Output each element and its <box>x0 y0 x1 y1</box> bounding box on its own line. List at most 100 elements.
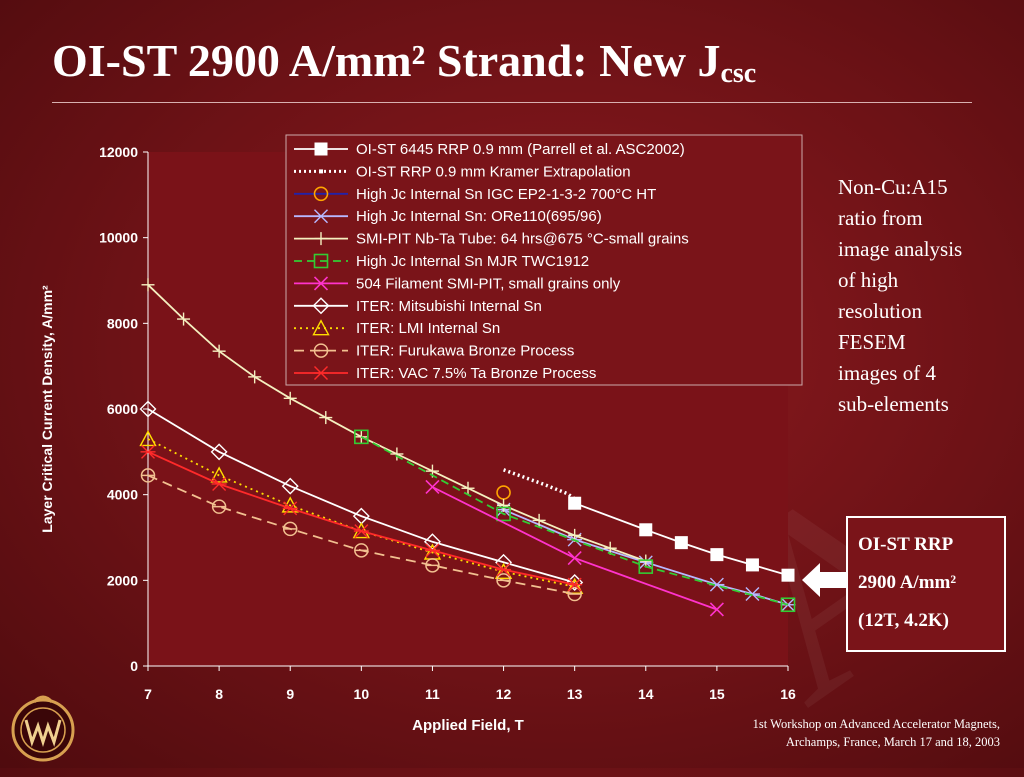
legend-label: High Jc Internal Sn: ORe110(695/96) <box>356 208 602 225</box>
series-6 <box>354 429 796 613</box>
data-point <box>282 501 298 516</box>
series-line <box>503 468 576 501</box>
data-point <box>638 559 654 574</box>
x-tick-label: 11 <box>425 686 440 702</box>
data-point <box>314 232 328 246</box>
y-tick-label: 0 <box>130 658 138 674</box>
y-tick-label: 10000 <box>99 230 138 246</box>
data-point <box>745 558 759 572</box>
analysis-note: Non-Cu:A15 ratio from image analysis of … <box>838 172 998 420</box>
data-point <box>211 499 227 514</box>
data-point <box>639 523 653 537</box>
data-point <box>780 597 796 613</box>
series-7 <box>425 479 724 617</box>
data-point <box>567 550 582 566</box>
legend-label: High Jc Internal Sn IGC EP2-1-3-2 700°C … <box>356 186 656 203</box>
x-tick-label: 10 <box>354 686 370 702</box>
data-point-d2 <box>709 602 724 617</box>
x-tick-label: 12 <box>496 686 512 702</box>
data-point <box>282 521 298 537</box>
legend-item: ITER: Mitsubishi Internal Sn <box>294 297 542 315</box>
series-line <box>147 408 575 584</box>
data-point <box>425 479 440 495</box>
data-point <box>674 536 688 550</box>
page-title: OI-ST 2900 A/mm² Strand: New Jcsc <box>52 34 756 90</box>
data-point <box>313 276 329 291</box>
legend-box <box>285 134 803 386</box>
data-point <box>248 370 262 384</box>
data-point <box>565 577 584 594</box>
legend-item: OI-ST 6445 RRP 0.9 mm (Parrell et al. AS… <box>294 141 685 158</box>
note-line: image analysis <box>838 237 963 261</box>
legend-label: High Jc Internal Sn MJR TWC1912 <box>356 253 589 270</box>
arrow-left-icon <box>802 563 846 597</box>
x-tick-label: 7 <box>144 686 152 702</box>
data-point-d2 <box>567 550 582 566</box>
legend-item: ITER: Furukawa Bronze Process <box>294 343 574 360</box>
data-point <box>567 577 583 592</box>
callout-line: (12T, 4.2K) <box>858 610 949 631</box>
data-point <box>211 476 227 491</box>
data-point <box>210 443 228 461</box>
y-tick-label: 8000 <box>107 315 138 331</box>
footer-line-1: 1st Workshop on Advanced Accelerator Mag… <box>752 717 1000 731</box>
legend-label: OI-ST 6445 RRP 0.9 mm (Parrell et al. AS… <box>356 141 685 158</box>
data-point-d2 <box>425 479 440 495</box>
data-point <box>139 400 157 418</box>
footer-line-2: Archamps, France, March 17 and 18, 2003 <box>785 735 1000 749</box>
series-8 <box>139 400 584 591</box>
data-point <box>313 253 329 269</box>
series-10 <box>140 468 582 602</box>
data-point <box>496 573 511 588</box>
data-point <box>423 533 441 551</box>
callout-line: OI-ST RRP <box>858 534 954 555</box>
data-point <box>312 319 330 336</box>
title-divider <box>52 102 972 103</box>
data-point <box>283 391 297 405</box>
data-point <box>312 297 330 315</box>
data-point <box>313 343 329 358</box>
callout-line: 2900 A/mm² <box>858 572 957 593</box>
y-tick-label: 12000 <box>99 144 138 160</box>
data-point <box>496 506 511 522</box>
series-2 <box>503 468 576 501</box>
data-point <box>461 481 475 495</box>
x-axis-label: Applied Field, T <box>412 717 524 734</box>
note-line: sub-elements <box>838 392 949 416</box>
series-line <box>147 438 575 588</box>
legend-item: OI-ST RRP 0.9 mm Kramer Extrapolation <box>294 163 631 180</box>
strand-callout-box: OI-ST RRP 2900 A/mm² (12T, 4.2K) <box>846 516 1006 652</box>
y-axis-label: Layer Critical Current Density, A/mm² <box>39 285 55 533</box>
data-point <box>353 524 369 539</box>
x-tick-label: 8 <box>215 686 223 702</box>
data-point <box>354 543 369 558</box>
legend-label: 504 Filament SMI-PIT, small grains only <box>356 275 621 292</box>
x-tick-label: 9 <box>286 686 294 702</box>
data-point <box>639 554 653 568</box>
title-main: OI-ST 2900 A/mm² Strand: New J <box>52 35 721 86</box>
note-line: images of 4 <box>838 361 936 385</box>
legend-item: High Jc Internal Sn: ORe110(695/96) <box>294 208 602 225</box>
y-tick-label: 6000 <box>107 401 138 417</box>
data-point-d2 <box>313 276 329 291</box>
data-point <box>710 548 724 562</box>
note-line: of high <box>838 268 899 292</box>
data-point <box>140 444 156 459</box>
data-point <box>313 186 329 202</box>
workshop-logo-icon <box>11 695 75 762</box>
data-point <box>781 568 795 582</box>
title-subscript: csc <box>720 58 757 89</box>
data-point <box>210 466 228 483</box>
data-point <box>390 447 404 461</box>
data-point <box>532 513 546 527</box>
footer-note: 1st Workshop on Advanced Accelerator Mag… <box>753 715 1000 751</box>
data-point <box>313 209 329 224</box>
data-point <box>496 562 512 577</box>
legend-item: High Jc Internal Sn MJR TWC1912 <box>294 253 589 270</box>
x-tick-label: 15 <box>709 686 725 702</box>
series-1 <box>568 496 795 582</box>
series-11 <box>140 444 583 592</box>
data-point <box>139 430 157 447</box>
data-point <box>212 344 226 358</box>
